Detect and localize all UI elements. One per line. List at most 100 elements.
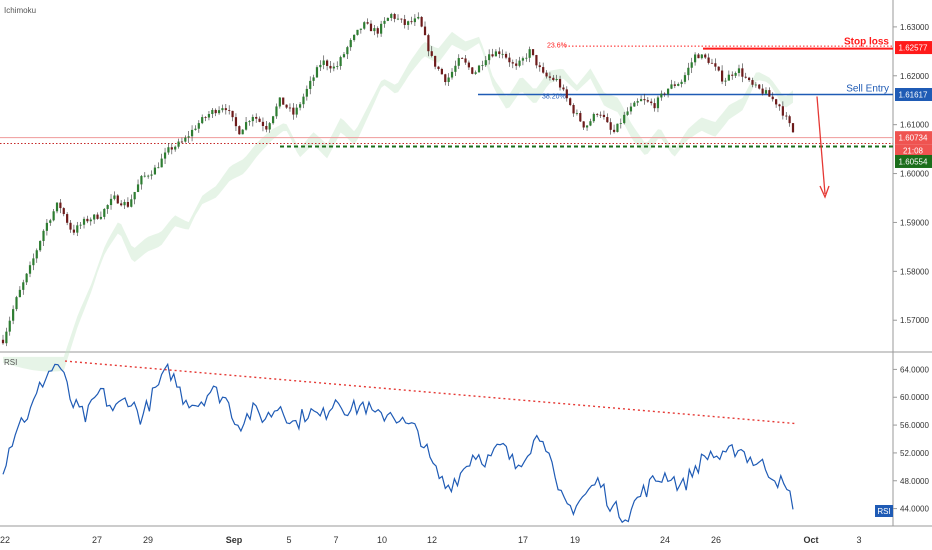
candle-down <box>170 147 173 150</box>
rsi-tick-label: 44.0000 <box>900 505 929 514</box>
rsi-tick-label: 52.0000 <box>900 449 929 458</box>
candle-down <box>612 129 616 132</box>
candle-down <box>258 118 261 122</box>
rsi-trendline <box>64 360 798 425</box>
candle-up <box>417 16 420 19</box>
candle-down <box>531 49 535 56</box>
candle-down <box>288 107 292 109</box>
candle-down <box>542 67 545 73</box>
countdown-badge-bg <box>895 144 932 158</box>
candle-down <box>66 214 69 223</box>
candle-up <box>106 205 109 209</box>
candle-up <box>319 64 322 68</box>
candle-down <box>437 66 440 69</box>
candle-down <box>535 55 538 66</box>
rsi-tick-label: 64.0000 <box>900 365 929 374</box>
target-badge-bg <box>895 154 932 168</box>
candle-up <box>592 114 595 122</box>
candle-down <box>558 79 562 88</box>
candle-up <box>555 79 558 81</box>
candle-down <box>498 51 501 55</box>
candle-down <box>643 99 646 101</box>
candle-up <box>687 67 690 76</box>
candle-up <box>167 147 170 153</box>
candle-up <box>528 49 531 58</box>
candle-down <box>444 74 447 83</box>
candle-down <box>410 21 413 23</box>
candle-up <box>734 72 737 76</box>
candle-down <box>717 66 720 71</box>
candle-up <box>89 219 92 222</box>
candle-up <box>160 158 163 168</box>
candle-down <box>116 195 119 204</box>
candle-down <box>261 121 265 126</box>
candle-up <box>147 175 150 177</box>
candle-down <box>464 58 467 63</box>
sell-entry-badge-text: 1.61617 <box>899 91 928 100</box>
price-tick-label: 1.60000 <box>900 170 929 179</box>
candle-up <box>163 152 167 159</box>
candle-down <box>768 90 771 97</box>
candle-up <box>5 331 8 344</box>
candle-up <box>315 67 319 78</box>
candle-down <box>329 65 332 69</box>
candle-up <box>454 65 457 72</box>
candle-up <box>79 224 82 226</box>
candle-up <box>197 123 200 129</box>
candle-up <box>332 66 335 69</box>
candle-up <box>666 88 670 95</box>
candle-up <box>380 23 383 34</box>
candle-down <box>731 74 734 76</box>
candle-up <box>76 225 79 233</box>
countdown-badge-text: 21:08 <box>903 147 924 156</box>
candle-down <box>511 62 514 64</box>
indicator-label-ichimoku: Ichimoku <box>4 6 36 15</box>
candle-up <box>633 102 636 107</box>
candle-down <box>427 35 430 52</box>
candle-down <box>582 121 585 128</box>
candle-down <box>710 62 714 64</box>
candle-down <box>646 100 649 102</box>
candle-down <box>602 114 606 118</box>
candle-up <box>764 90 768 94</box>
candle-down <box>606 117 609 123</box>
candle-up <box>174 146 177 150</box>
candle-down <box>707 57 710 63</box>
candle-up <box>241 129 244 135</box>
candle-up <box>143 175 146 177</box>
candle-down <box>393 14 396 19</box>
fib-38-label: 38.20% <box>542 94 566 101</box>
candle-down <box>403 19 406 25</box>
rsi-group <box>2 360 798 524</box>
candle-up <box>390 14 393 18</box>
candle-up <box>49 220 52 223</box>
candle-up <box>700 54 703 59</box>
candle-up <box>359 28 362 30</box>
candle-down <box>579 113 582 122</box>
candle-up <box>268 123 271 130</box>
candle-up <box>450 71 454 78</box>
stop-loss-badge-bg <box>895 41 932 55</box>
stop-loss-badge-text: 1.62577 <box>899 44 928 53</box>
candle-down <box>69 222 72 230</box>
down-arrow-head <box>819 185 830 199</box>
candle-up <box>8 320 11 332</box>
candle-up <box>386 17 389 21</box>
candle-up <box>373 28 376 32</box>
candle-up <box>727 74 730 81</box>
candle-down <box>562 87 565 90</box>
candle-down <box>224 108 227 111</box>
candle-down <box>599 114 602 116</box>
rsi-axis: 64.0000 60.0000 56.0000 52.0000 48.0000 44.00… <box>893 365 929 514</box>
candle-up <box>363 22 366 29</box>
candle-down <box>515 63 518 66</box>
candle-up <box>474 72 477 74</box>
sell-entry-label: Sell Entry <box>846 84 889 95</box>
candle-up <box>488 54 491 61</box>
candle-down <box>714 63 717 67</box>
levels-group: Stop loss Sell Entry 23.6% 38.20% <box>0 37 893 199</box>
candle-up <box>39 241 42 251</box>
candle-up <box>82 218 86 225</box>
candle-down <box>255 116 258 119</box>
candle-up <box>25 273 28 283</box>
